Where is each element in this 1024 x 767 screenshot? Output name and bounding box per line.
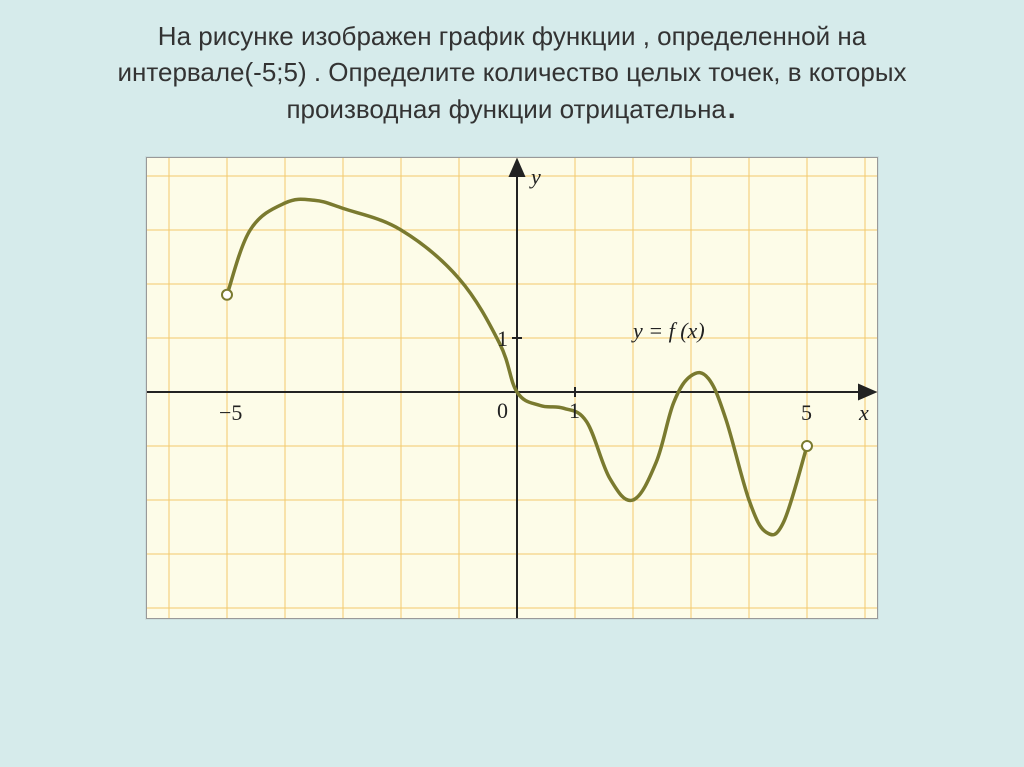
task-title: На рисунке изображен график функции , оп… xyxy=(117,18,906,127)
chart-container: y x 0 1 1 −5 5 y = f (x) xyxy=(146,157,878,619)
svg-text:y = f (x): y = f (x) xyxy=(631,318,705,343)
svg-text:−5: −5 xyxy=(219,400,242,425)
function-chart: y x 0 1 1 −5 5 y = f (x) xyxy=(147,158,877,618)
svg-text:0: 0 xyxy=(497,398,508,423)
title-line2: интервале(-5;5) . Определите количество … xyxy=(117,57,906,87)
title-period: . xyxy=(726,80,738,127)
title-line1: На рисунке изображен график функции , оп… xyxy=(158,21,866,51)
svg-text:1: 1 xyxy=(569,398,580,423)
svg-text:5: 5 xyxy=(801,400,812,425)
svg-text:1: 1 xyxy=(497,326,508,351)
title-line3: производная функции отрицательна xyxy=(286,94,725,124)
svg-text:x: x xyxy=(858,400,869,425)
svg-text:y: y xyxy=(529,164,541,189)
